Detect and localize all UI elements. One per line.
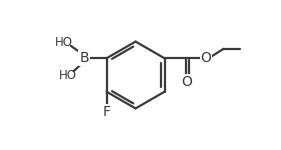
- Text: O: O: [181, 75, 192, 89]
- Text: B: B: [80, 51, 89, 65]
- Text: O: O: [201, 51, 212, 65]
- Text: F: F: [103, 105, 111, 119]
- Text: HO: HO: [59, 69, 77, 82]
- Text: HO: HO: [55, 36, 73, 49]
